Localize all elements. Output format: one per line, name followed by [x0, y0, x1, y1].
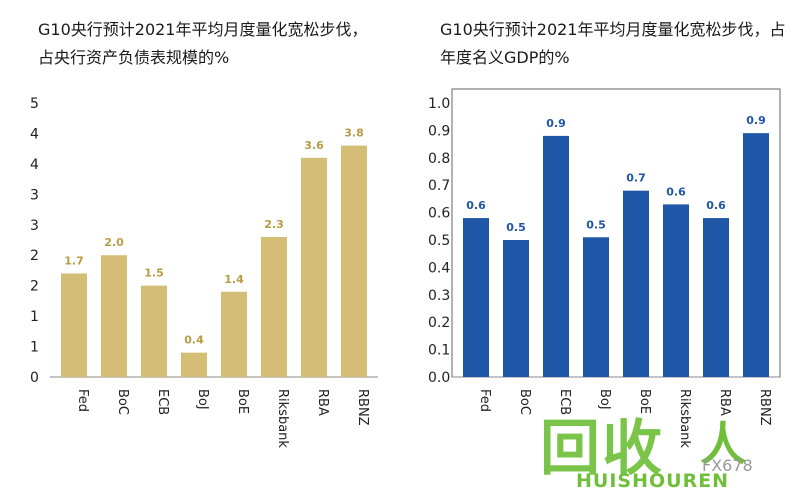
data-label: 0.6: [706, 199, 726, 212]
data-label: 3.6: [304, 139, 324, 152]
y-tick-label: 0.1: [428, 343, 450, 359]
y-tick-label: 0.9: [428, 123, 450, 139]
y-tick-label: 0.7: [428, 178, 450, 194]
x-tick-label: Riksbank: [677, 389, 692, 448]
left-chart-title: G10央行预计2021年平均月度量化宽松步伐，占央行资产负债表规模的%: [38, 20, 368, 67]
data-label: 2.3: [264, 218, 284, 231]
data-label: 1.5: [144, 267, 164, 280]
bar: [141, 285, 167, 377]
right-chart-title: G10央行预计2021年平均月度量化宽松步伐，占年度名义GDP的%: [440, 20, 786, 67]
x-tick-label: Riksbank: [275, 389, 290, 448]
y-tick-label: 2: [30, 279, 39, 295]
bar: [743, 133, 769, 377]
data-label: 0.7: [626, 172, 646, 185]
y-tick-label: 1: [30, 340, 39, 356]
x-tick-label: BoE: [637, 389, 652, 414]
data-label: 0.6: [666, 185, 686, 198]
data-label: 0.6: [466, 199, 486, 212]
data-label: 0.5: [506, 221, 526, 234]
x-tick-label: RBA: [315, 389, 330, 416]
bar: [543, 135, 569, 377]
x-tick-label: RBNZ: [757, 389, 772, 426]
data-label: 0.9: [546, 117, 566, 130]
y-tick-label: 5: [30, 96, 39, 112]
x-tick-label: BoJ: [597, 389, 612, 410]
data-label: 0.4: [184, 334, 204, 347]
y-tick-label: 0: [30, 370, 39, 386]
watermark-logo-text: 回收: [540, 414, 664, 484]
x-tick-label: RBA: [717, 389, 732, 416]
bar: [221, 291, 247, 377]
bar: [663, 204, 689, 377]
y-tick-label: 3: [30, 218, 39, 234]
watermark-code: FX678: [702, 456, 753, 475]
left-chart-panel: G10央行预计2021年平均月度量化宽松步伐，占央行资产负债表规模的% 0 1 1 2…: [30, 20, 378, 448]
data-label: 1.7: [64, 254, 84, 267]
x-tick-label: BoC: [115, 389, 130, 415]
y-tick-label: 0.2: [428, 315, 450, 331]
bar: [703, 218, 729, 377]
y-tick-label: 1: [30, 309, 39, 325]
y-tick-label: 4: [30, 157, 39, 173]
x-tick-label: ECB: [557, 389, 572, 415]
bar: [301, 157, 327, 377]
y-tick-label: 2: [30, 248, 39, 264]
bar: [503, 240, 529, 377]
watermark-brand-text: HUISHOUREN: [576, 470, 730, 492]
y-tick-label: 0.4: [428, 260, 450, 276]
y-tick-label: 0.0: [428, 370, 450, 386]
x-tick-label: RBNZ: [355, 389, 370, 426]
y-tick-label: 3: [30, 187, 39, 203]
y-tick-label: 0.8: [428, 151, 450, 167]
x-tick-label: BoE: [235, 389, 250, 414]
y-tick-label: 4: [30, 126, 39, 142]
y-tick-label: 1.0: [428, 96, 450, 112]
x-tick-label: Fed: [75, 389, 90, 412]
bar: [61, 273, 87, 377]
bar: [261, 236, 287, 377]
bar: [623, 190, 649, 377]
data-label: 3.8: [344, 127, 364, 140]
x-tick-label: BoJ: [195, 389, 210, 410]
bar: [341, 145, 367, 377]
watermark: 回收 人 FX678 HUISHOUREN: [540, 400, 800, 500]
data-label: 1.4: [224, 273, 244, 286]
x-tick-label: ECB: [155, 389, 170, 415]
y-tick-label: 0.3: [428, 288, 450, 304]
y-tick-label: 0.6: [428, 206, 450, 222]
watermark-person-icon: 人: [700, 417, 746, 471]
right-chart-panel: G10央行预计2021年平均月度量化宽松步伐，占年度名义GDP的% 0.0 0.1…: [400, 0, 800, 500]
x-tick-label: BoC: [517, 389, 532, 415]
bar: [181, 352, 207, 377]
bar: [463, 218, 489, 377]
bar: [583, 237, 609, 377]
data-label: 0.9: [746, 114, 766, 127]
bar: [101, 255, 127, 377]
data-label: 0.5: [586, 218, 606, 231]
data-label: 2.0: [104, 236, 124, 249]
right-bar-chart: 0.0 0.1 0.2 0.3 0.4 0.5 0.6 0.7 0.8 0.9 1.0 0.6 Fed 0…: [428, 88, 781, 448]
left-bar-chart: 0 1 1 2 2 3 3 4 4 5 1.7 Fed 2.0 BoC 1.5 ECB 0.4 BoJ 1.4 BoE…: [30, 96, 378, 448]
y-tick-label: 0.5: [428, 233, 450, 249]
x-tick-label: Fed: [477, 389, 492, 412]
plot-frame: [451, 88, 781, 378]
